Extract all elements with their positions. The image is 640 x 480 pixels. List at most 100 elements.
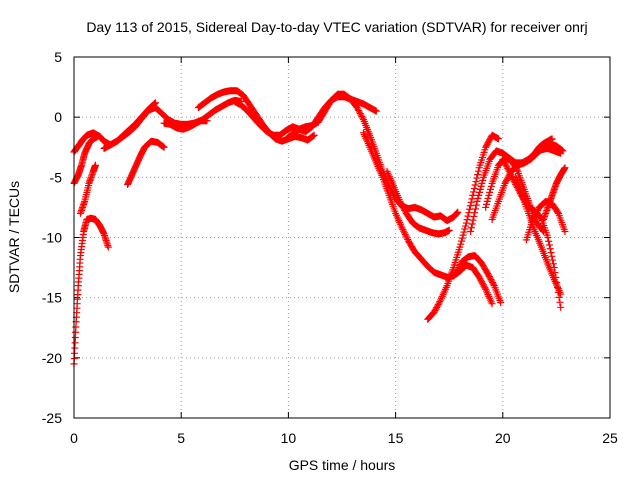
data-point	[530, 214, 538, 222]
x-tick-label: 0	[70, 430, 78, 446]
data-point	[403, 234, 411, 242]
data-point	[484, 139, 492, 147]
data-point	[400, 205, 408, 213]
data-point	[546, 245, 554, 253]
data-point	[559, 147, 567, 155]
data-point	[534, 206, 542, 214]
data-point	[309, 132, 317, 140]
data-point	[486, 188, 494, 196]
series-s	[512, 173, 565, 298]
data-point	[468, 195, 476, 203]
chart-title: Day 113 of 2015, Sidereal Day-to-day VTE…	[86, 19, 587, 35]
data-points	[70, 87, 569, 368]
data-point	[455, 264, 463, 272]
data-point	[471, 205, 479, 213]
data-point	[478, 179, 486, 187]
data-point	[547, 249, 555, 257]
data-point	[557, 290, 565, 298]
series-n	[452, 252, 505, 306]
data-point	[94, 132, 102, 140]
data-point	[477, 182, 485, 190]
data-point	[158, 142, 166, 150]
data-point	[355, 107, 363, 115]
data-point	[505, 167, 513, 175]
data-point	[471, 181, 479, 189]
data-point	[533, 208, 541, 216]
data-point	[433, 302, 441, 310]
data-point	[432, 305, 440, 313]
data-point	[400, 227, 408, 235]
data-point	[474, 194, 482, 202]
series-k	[359, 129, 496, 308]
data-point	[506, 169, 514, 177]
data-point	[485, 273, 493, 281]
series-d	[76, 161, 99, 217]
data-point	[399, 226, 407, 234]
x-tick-label: 20	[495, 430, 511, 446]
data-point	[372, 107, 380, 115]
data-point	[504, 166, 512, 174]
data-point	[467, 198, 475, 206]
data-point	[561, 227, 569, 235]
data-point	[482, 142, 490, 150]
data-point	[398, 224, 406, 232]
data-point	[357, 111, 365, 119]
data-point	[358, 113, 366, 121]
data-point	[452, 270, 460, 278]
series-f	[124, 137, 168, 189]
data-point	[470, 184, 478, 192]
data-point	[433, 304, 441, 312]
plot-border	[73, 56, 611, 419]
data-point	[486, 136, 494, 144]
data-point	[359, 114, 367, 122]
data-point	[397, 200, 405, 208]
data-point	[457, 240, 465, 248]
data-point	[472, 201, 480, 209]
data-point	[495, 135, 503, 143]
data-point	[474, 171, 482, 179]
data-point	[353, 104, 361, 112]
data-point	[501, 160, 509, 168]
data-point	[462, 219, 470, 227]
data-point	[468, 220, 476, 228]
data-point	[480, 282, 488, 290]
data-point	[500, 157, 508, 165]
data-point	[454, 208, 462, 216]
data-point	[402, 232, 410, 240]
y-tick-label: -20	[42, 350, 62, 366]
data-point	[554, 208, 562, 216]
y-tick-label: -25	[42, 410, 62, 426]
data-point	[404, 235, 412, 243]
data-point	[310, 131, 318, 139]
data-point	[159, 143, 167, 151]
data-point	[397, 199, 405, 207]
x-tick-label: 15	[388, 430, 404, 446]
data-point	[486, 185, 494, 193]
data-point	[548, 252, 556, 260]
data-point	[501, 179, 509, 187]
data-point	[557, 146, 565, 154]
data-point	[401, 230, 409, 238]
data-point	[549, 256, 557, 264]
data-point	[489, 279, 497, 287]
data-point	[532, 209, 540, 217]
data-point	[487, 276, 495, 284]
data-point	[502, 161, 510, 169]
data-point	[475, 273, 483, 281]
data-point	[503, 163, 511, 171]
data-point	[430, 308, 438, 316]
data-point	[354, 105, 362, 113]
data-point	[466, 205, 474, 213]
data-point	[104, 243, 112, 251]
data-point	[452, 268, 460, 276]
data-point	[555, 293, 563, 301]
data-point	[466, 202, 474, 210]
data-point	[502, 178, 510, 186]
data-point	[489, 280, 497, 288]
data-point	[465, 209, 473, 217]
data-point	[461, 225, 469, 233]
series-c	[70, 132, 102, 187]
data-point	[396, 197, 404, 205]
data-point	[460, 228, 468, 236]
data-point	[481, 284, 489, 292]
